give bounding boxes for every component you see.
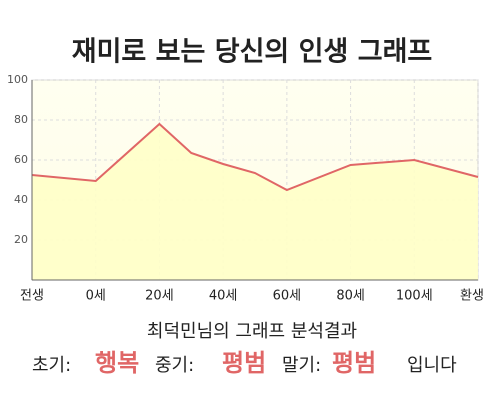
y-tick-label: 100 [7,73,28,86]
x-tick-label: 40세 [209,289,238,304]
summary-label: 초기: [32,355,71,376]
y-tick-label: 40 [14,193,28,206]
line [31,122,479,192]
x-tick-label: 환생 [460,289,484,304]
chart-title: 재미로 보는 당신의 인생 그래프 [72,37,433,68]
caption: 최덕민님의 그래프 분석결과 [147,321,357,342]
summary-label: 중기: [155,355,194,376]
summary-value: 평범 [332,349,376,377]
y-tick-label: 80 [14,113,28,126]
x-tick-label: 60세 [273,289,302,304]
summary-suffix: 입니다 [407,355,457,376]
x-tick-label: 80세 [336,289,365,304]
x-tick-label: 100세 [396,289,433,304]
x-tick-label: 전생 [20,289,44,304]
summary-value: 평범 [222,349,266,377]
summary-value: 행복 [95,349,139,377]
y-tick-label: 60 [14,153,28,166]
x-tick-label: 0세 [86,289,106,304]
x-tick-label: 20세 [145,289,174,304]
summary-label: 말기: [282,355,321,376]
area [32,124,478,280]
y-tick-label: 20 [14,233,28,246]
